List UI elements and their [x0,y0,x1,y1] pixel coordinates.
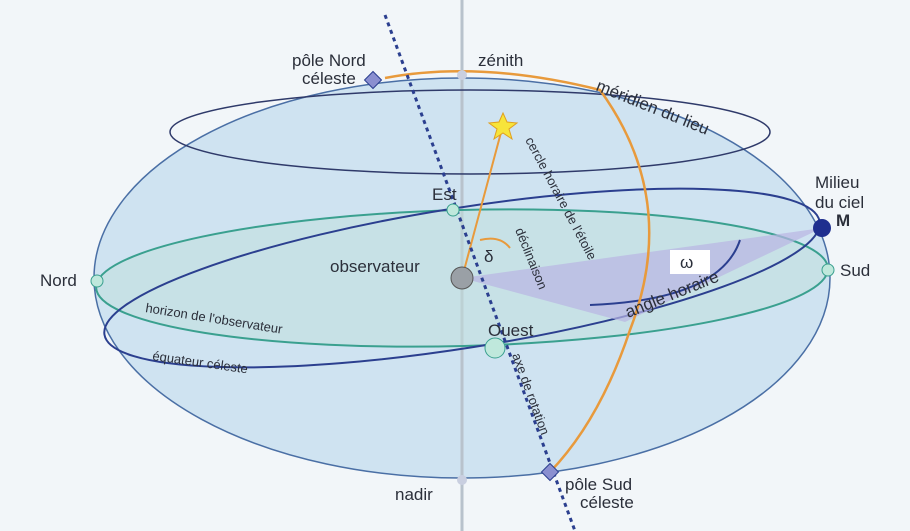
label: pôle Sud [565,475,632,494]
label: céleste [580,493,634,512]
zenith-point [457,70,467,80]
hour-angle-arrow [589,239,741,306]
label: δ [484,247,493,266]
label: Sud [840,261,870,280]
meridian-point [813,219,831,237]
star [487,111,519,141]
north-point [90,274,104,288]
nadir-point [457,475,467,485]
rotation-axis [383,14,577,531]
label: Est [432,185,457,204]
label: ω [680,253,693,272]
label: Ouest [488,321,534,340]
label: Milieu [815,173,859,192]
hour-angle-area [462,228,822,322]
star-direction [461,124,504,279]
label: du ciel [815,193,864,212]
label: observateur [330,257,420,276]
label: nadir [395,485,433,504]
label: Nord [40,271,77,290]
label: céleste [302,69,356,88]
hour-circle [384,70,651,473]
label: zénith [478,51,523,70]
star-parallel [169,89,771,175]
north-pole-marker [363,70,383,90]
label: M [836,211,850,230]
observer [450,266,474,290]
omega-box [670,250,710,274]
south-point [821,263,835,277]
west-point [484,337,506,359]
declination-arc [479,237,511,249]
south-pole-marker [540,462,560,482]
label: pôle Nord [292,51,366,70]
east-point [446,203,460,217]
